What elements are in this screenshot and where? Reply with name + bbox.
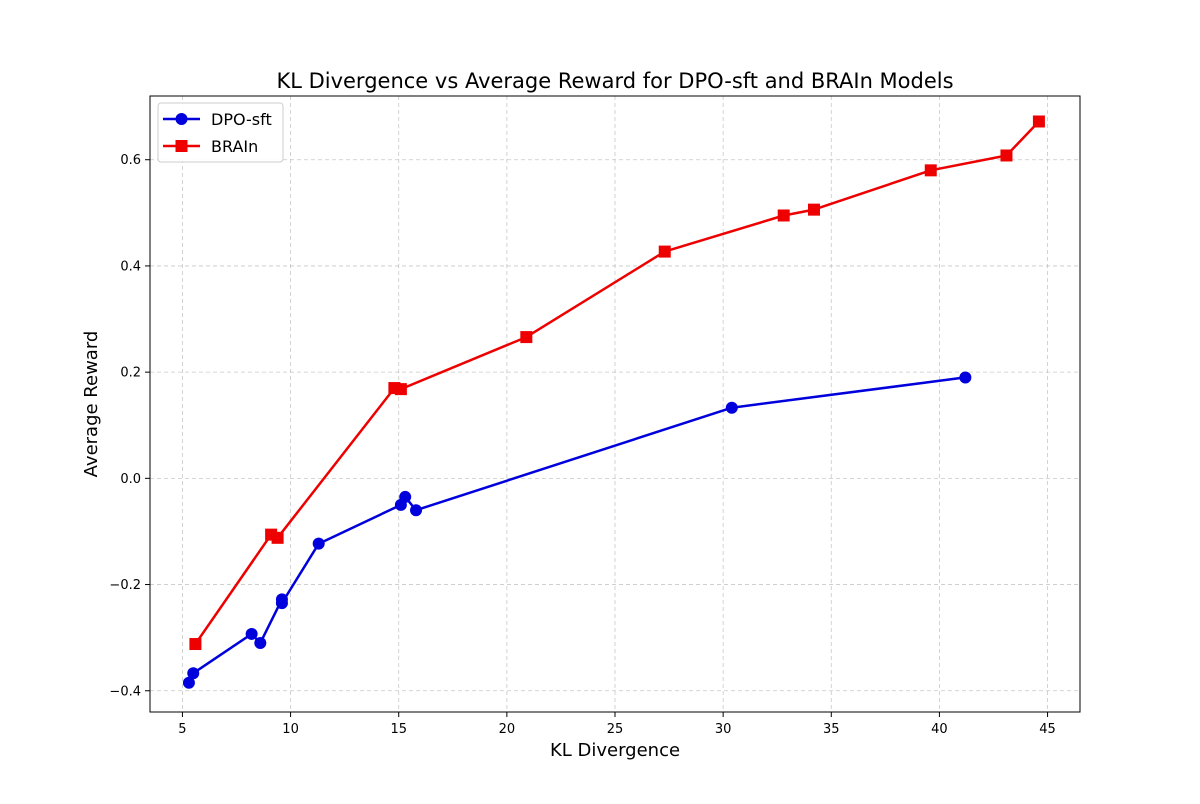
x-tick-label: 30: [715, 722, 732, 737]
data-point-brain: [924, 164, 937, 177]
x-tick-label: 10: [282, 722, 299, 737]
legend-label: DPO-sft: [211, 110, 272, 129]
x-tick-label: 15: [390, 722, 407, 737]
data-point-brain: [807, 203, 820, 216]
series-line-brain: [194, 120, 1040, 645]
y-tick-label: −0.4: [109, 684, 141, 699]
legend: DPO-sft BRAIn: [157, 102, 284, 163]
x-tick-label: 40: [931, 722, 948, 737]
data-point-dpo-sft: [182, 676, 195, 689]
series-brain: [189, 115, 1045, 651]
x-axis-label: KL Divergence: [550, 740, 680, 761]
y-tick-label: 0.2: [120, 366, 141, 381]
legend-label: BRAIn: [211, 137, 258, 156]
data-point-dpo-sft: [187, 667, 200, 680]
y-tick-label: −0.2: [109, 578, 141, 593]
data-point-dpo-sft: [399, 490, 412, 503]
series-line-dpo-sft: [187, 376, 966, 684]
legend-entries: DPO-sft BRAIn: [163, 110, 272, 156]
y-tick-label: 0.4: [120, 259, 141, 274]
x-tick-label: 20: [499, 722, 516, 737]
data-point-brain: [1000, 149, 1013, 162]
x-axis-ticks: 5 10 15 20 25 30 35 40 45: [178, 712, 1056, 737]
data-point-dpo-sft: [410, 504, 423, 517]
y-axis-label: Average Reward: [81, 331, 102, 478]
legend-marker: [175, 140, 188, 152]
data-point-brain: [658, 245, 671, 258]
x-tick-label: 5: [178, 722, 186, 737]
data-point-brain: [1032, 115, 1045, 128]
x-tick-label: 35: [823, 722, 840, 737]
data-point-dpo-sft: [254, 636, 267, 649]
series-dpo-sft: [182, 371, 972, 689]
chart-title: KL Divergence vs Average Reward for DPO-…: [276, 69, 953, 93]
series-layer: [182, 115, 1045, 689]
legend-item-dpo-sft: DPO-sft: [163, 110, 272, 129]
y-tick-label: 0.0: [120, 472, 141, 487]
data-point-brain: [394, 383, 407, 396]
x-tick-label: 25: [607, 722, 624, 737]
data-point-brain: [777, 209, 790, 222]
x-tick-label: 45: [1039, 722, 1056, 737]
data-point-dpo-sft: [725, 401, 738, 414]
data-point-brain: [271, 531, 284, 544]
data-point-dpo-sft: [312, 537, 325, 550]
grid: [150, 96, 1080, 712]
y-axis-ticks: −0.4 −0.2 0.0 0.2 0.4 0.6: [109, 153, 150, 699]
y-tick-label: 0.6: [120, 153, 141, 168]
legend-marker: [175, 113, 188, 125]
data-point-brain: [189, 638, 202, 651]
legend-item-brain: BRAIn: [163, 137, 258, 156]
data-point-dpo-sft: [959, 371, 972, 384]
data-point-brain: [520, 331, 533, 344]
data-point-dpo-sft: [275, 597, 288, 610]
data-point-dpo-sft: [245, 627, 258, 640]
